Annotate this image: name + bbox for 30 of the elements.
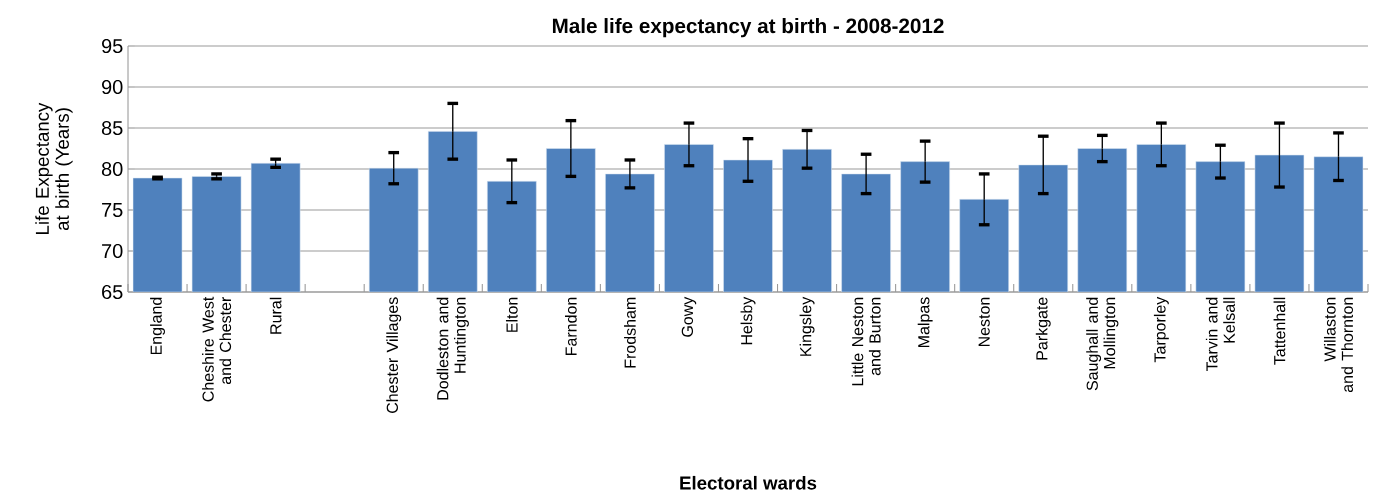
- x-tick-label: Tarporley: [1153, 296, 1169, 363]
- x-tick-label: Tattenhall: [1273, 297, 1286, 365]
- x-tick-label: Farndon: [565, 297, 577, 355]
- x-tick-label: Rural: [269, 297, 282, 334]
- x-tick-label: Malpas: [917, 297, 933, 347]
- y-tick-label: 70: [102, 243, 123, 259]
- x-tick-label: Dodleston and Huntington: [436, 297, 469, 400]
- x-tick-label: Saughall and Mollington: [1086, 297, 1119, 391]
- x-tick-label: Willaston and Thornton: [1323, 297, 1354, 393]
- x-tick-label: Elton: [505, 297, 518, 332]
- x-tick-label: Kingsley: [799, 296, 815, 356]
- y-axis-title: Life Expectancy at birth (Years): [35, 102, 73, 234]
- x-tick-label: Chester Villages: [386, 297, 402, 413]
- y-tick-label: 80: [101, 161, 123, 177]
- y-tick-label: 95: [101, 38, 123, 54]
- x-tick-label: Parkgate: [1035, 297, 1051, 360]
- x-tick-label: Cheshire West and Chester: [202, 296, 232, 402]
- x-tick-label: Frodsham: [624, 297, 636, 368]
- y-tick-label: 90: [101, 79, 123, 95]
- x-tick-label: Gowy: [681, 296, 697, 337]
- y-tick-label: 85: [101, 120, 123, 136]
- chart-title: Male life expectancy at birth - 2008-2012: [552, 18, 944, 38]
- x-tick-label: Neston: [978, 297, 990, 347]
- x-axis-title: Electoral wards: [680, 475, 817, 490]
- y-tick-label: 75: [102, 203, 123, 217]
- x-tick-label: Tarvin and Kelsall: [1205, 297, 1235, 372]
- x-tick-label: Little Neston and Burton: [851, 297, 881, 386]
- y-tick-label: 65: [102, 284, 123, 300]
- x-tick-label: England: [150, 297, 165, 355]
- x-tick-label: Helsby: [740, 296, 756, 345]
